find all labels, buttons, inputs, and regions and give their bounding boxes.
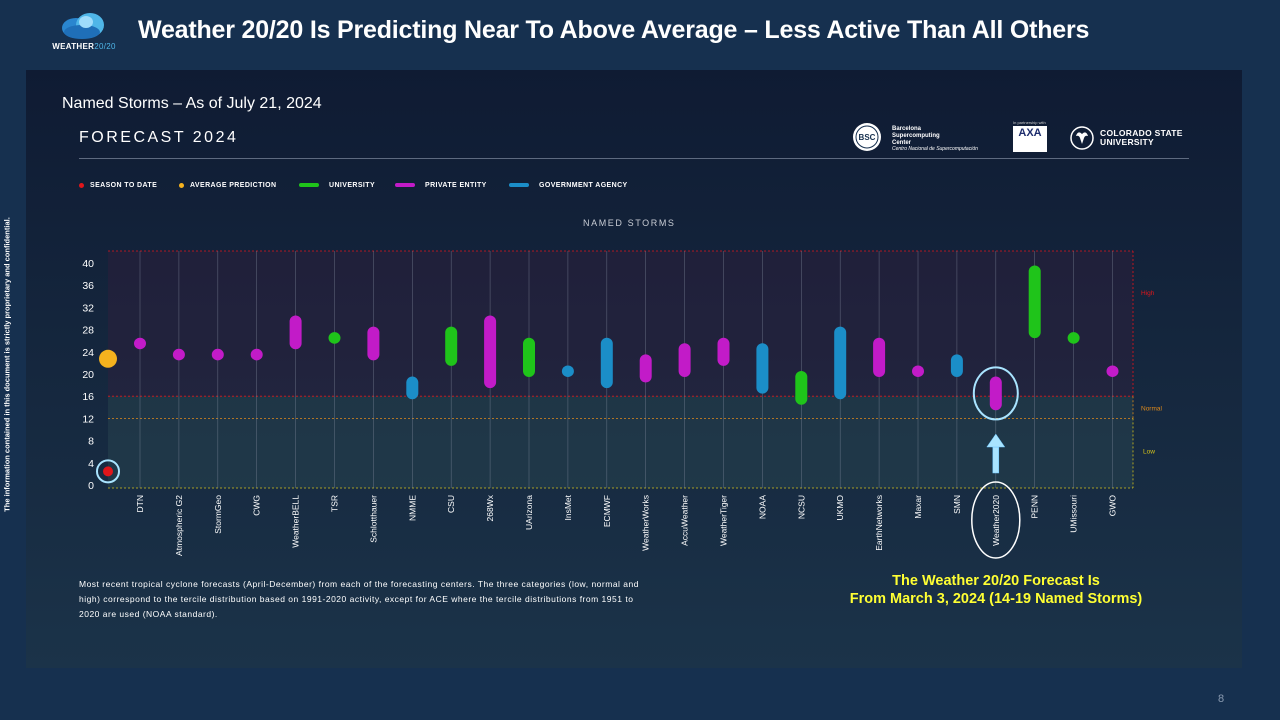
legend-government-agency: GOVERNMENT AGENCY: [509, 182, 628, 189]
forecast-callout: The Weather 20/20 Forecast Is From March…: [849, 573, 1143, 607]
ram-icon: [1070, 126, 1094, 150]
header-divider: [79, 158, 1189, 159]
weather2020-logo: WEATHER20/20: [46, 12, 122, 56]
legend-private-entity: PRIVATE ENTITY: [395, 182, 487, 189]
forecast-title: FORECAST 2024: [79, 129, 239, 146]
bsc-circle-icon: BSC: [853, 123, 881, 151]
page-number: 8: [1218, 693, 1225, 705]
axa-wordmark: AXA: [1018, 127, 1042, 139]
cloud-icon: [62, 13, 104, 39]
axa-logo: In partnership with AXA: [1013, 120, 1049, 156]
bsc-badge-text: BSC: [859, 133, 876, 142]
chart-title: NAMED STORMS: [583, 218, 676, 228]
logo-wordmark: WEATHER20/20: [52, 42, 116, 51]
legend-average-prediction: AVERAGE PREDICTION: [179, 182, 276, 189]
legend-season-to-date: SEASON TO DATE: [79, 182, 157, 189]
bsc-logo: BSC Barcelona Supercomputing Center Cent…: [846, 122, 1006, 154]
axa-partnership-text: In partnership with: [1013, 120, 1046, 125]
confidentiality-note: The information contained in this docume…: [2, 217, 12, 512]
content-panel: [26, 70, 1242, 668]
methodology-note: Most recent tropical cyclone forecasts (…: [79, 579, 639, 619]
csu-name: COLORADO STATE UNIVERSITY: [1100, 128, 1183, 147]
legend-university: UNIVERSITY: [299, 182, 375, 189]
chart-subtitle: Named Storms – As of July 21, 2024: [62, 95, 322, 112]
page-title: Weather 20/20 Is Predicting Near To Abov…: [138, 16, 1090, 44]
bsc-name: Barcelona Supercomputing Center: [892, 126, 940, 146]
bsc-subtitle: Centro Nacional de Supercomputación: [892, 146, 978, 152]
csu-logo: COLORADO STATE UNIVERSITY: [1070, 126, 1190, 152]
